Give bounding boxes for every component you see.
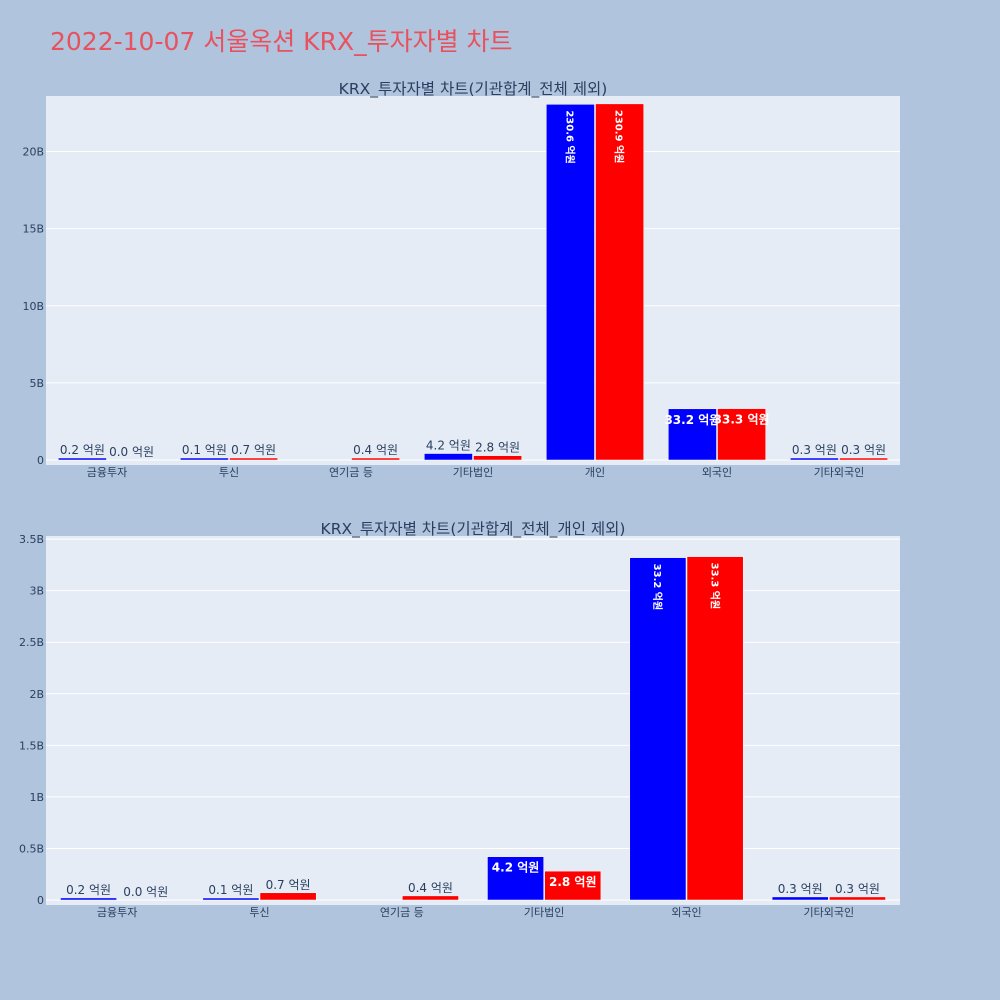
data-label: 0.0 억원 (123, 885, 168, 899)
data-label: 0.1 억원 (182, 443, 227, 457)
plot-background (46, 96, 900, 465)
y-tick-label: 0.5B (19, 842, 44, 855)
bar (402, 895, 459, 901)
bar (790, 457, 839, 461)
data-label: 230.6 억원 (564, 110, 577, 164)
data-label: 4.2 억원 (492, 861, 540, 875)
bar (629, 557, 687, 901)
bar (487, 856, 544, 901)
y-tick-label: 20B (22, 146, 44, 159)
x-tick-label: 연기금 등 (329, 466, 373, 479)
y-tick-label: 2B (29, 688, 44, 701)
y-tick-label: 3.5B (19, 533, 44, 546)
bar (839, 457, 888, 461)
x-tick-label: 연기금 등 (380, 906, 424, 919)
data-label: 0.3 억원 (778, 882, 823, 896)
data-label: 0.3 억원 (792, 443, 837, 457)
data-label: 0.1 억원 (208, 883, 253, 897)
bar (771, 896, 829, 901)
y-tick-label: 1.5B (19, 739, 44, 752)
bar (668, 408, 717, 461)
chart-title: KRX_투자자별 차트(기관합계_전체_개인 제외) (321, 520, 626, 539)
y-tick-label: 2.5B (19, 636, 44, 649)
bar (202, 897, 260, 901)
data-label: 2.8 억원 (549, 875, 597, 889)
bar (259, 892, 317, 901)
y-tick-label: 1B (29, 791, 44, 804)
data-label: 0.4 억원 (408, 881, 453, 895)
x-tick-label: 투신 (249, 906, 269, 919)
data-label: 33.3 억원 (708, 563, 721, 610)
y-tick-label: 0 (37, 894, 44, 907)
x-tick-label: 투신 (219, 466, 239, 479)
y-tick-label: 5B (29, 377, 44, 390)
data-label: 0.7 억원 (266, 878, 311, 892)
y-tick-label: 10B (22, 300, 44, 313)
data-label: 0.4 억원 (353, 443, 398, 457)
data-label: 33.2 억원 (664, 413, 720, 427)
bar (473, 455, 522, 461)
data-label: 0.3 억원 (835, 882, 880, 896)
x-tick-label: 기타법인 (453, 466, 493, 479)
bar (546, 104, 595, 461)
x-tick-label: 기타외국인 (804, 906, 855, 919)
x-tick-label: 기타법인 (524, 906, 564, 919)
data-label: 230.9 억원 (613, 110, 626, 164)
data-label: 33.2 억원 (651, 564, 664, 611)
bar (829, 896, 886, 901)
data-label: 4.2 억원 (426, 439, 471, 453)
bar (180, 457, 229, 461)
x-tick-label: 외국인 (702, 466, 732, 479)
y-tick-label: 0 (37, 454, 44, 467)
data-label: 0.3 억원 (841, 443, 886, 457)
bar (60, 897, 117, 901)
x-tick-label: 금융투자 (87, 466, 127, 479)
data-label: 0.2 억원 (60, 443, 105, 457)
page-title: 2022-10-07 서울옥션 KRX_투자자별 차트 (50, 27, 513, 56)
bar (595, 103, 644, 461)
x-tick-label: 외국인 (671, 906, 701, 919)
x-tick-label: 금융투자 (97, 906, 137, 919)
chart-title: KRX_투자자별 차트(기관합계_전체 제외) (339, 80, 608, 99)
x-tick-label: 기타외국인 (814, 466, 865, 479)
bar (424, 453, 473, 461)
data-label: 0.2 억원 (66, 883, 111, 897)
y-tick-label: 15B (22, 223, 44, 236)
y-tick-label: 3B (29, 585, 44, 598)
bar (544, 870, 602, 901)
bar (351, 457, 400, 461)
data-label: 33.3 억원 (714, 413, 770, 427)
bar (58, 457, 107, 461)
data-label: 0.0 억원 (109, 445, 154, 459)
chart-1: 0 5B 10B 15B 20B KRX_투자자별 차트(기관합계_전체 제외) 금융투자 0… (22, 80, 900, 479)
bar (717, 408, 766, 461)
data-label: 2.8 억원 (475, 441, 520, 455)
x-tick-label: 개인 (585, 466, 605, 479)
chart-2: 0 0.5B 1B 1.5B 2B 2.5B 3B 3.5B KRX_투자자별 차트(기관합계_… (19, 520, 900, 919)
bar (686, 556, 744, 901)
plot-background (46, 536, 900, 905)
bar (229, 457, 278, 461)
data-label: 0.7 억원 (231, 443, 276, 457)
